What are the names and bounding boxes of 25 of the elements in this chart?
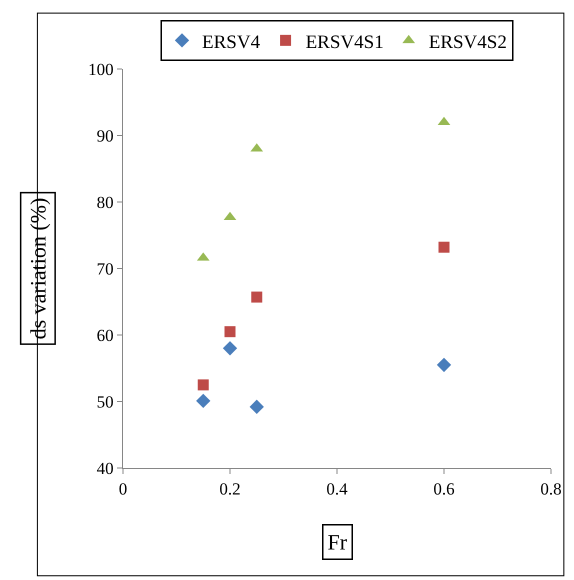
point — [438, 242, 450, 253]
y-tick-label: 60 — [96, 326, 114, 345]
legend-label: ERSV4 — [202, 32, 261, 53]
legend-label: ERSV4S2 — [428, 32, 507, 53]
point — [196, 394, 210, 408]
y-tick-label: 40 — [96, 458, 114, 478]
point — [436, 358, 452, 372]
x-tick-label: 0 — [118, 479, 128, 498]
point — [224, 326, 236, 338]
y-tick-label: 50 — [96, 392, 114, 412]
y-axis-title: ds variation (%) — [25, 198, 50, 340]
x-tick-label: 0.8 — [540, 479, 562, 498]
y-tick-label: 70 — [96, 259, 114, 278]
y-tick-label: 90 — [96, 126, 114, 146]
point — [251, 292, 262, 303]
x-axis-title: Fr — [328, 530, 348, 554]
y-tick-label: 80 — [96, 192, 114, 212]
point — [222, 341, 238, 356]
point — [250, 400, 264, 414]
x-tick-label: 0.6 — [433, 479, 455, 498]
y-tick-label: 100 — [88, 60, 114, 79]
legend-label: ERSV4S1 — [306, 32, 384, 53]
x-tick-label: 0.4 — [326, 479, 348, 498]
point — [198, 379, 209, 390]
x-tick-label: 0.2 — [219, 479, 241, 498]
